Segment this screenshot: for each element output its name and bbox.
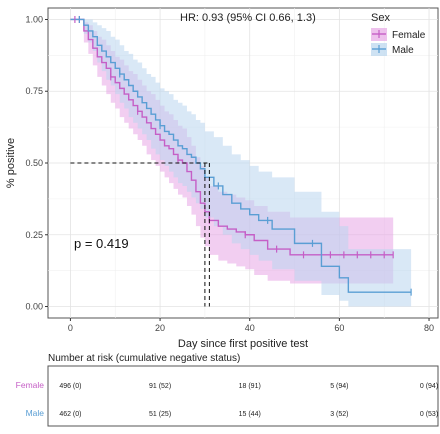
legend: Sex Female Male bbox=[371, 12, 426, 56]
risk-table-cell: 18 (91) bbox=[239, 383, 261, 390]
y-tick-label: 0.75 bbox=[25, 86, 43, 96]
y-tick-label: 0.50 bbox=[25, 158, 43, 168]
risk-table-title: Number at risk (cumulative negative stat… bbox=[48, 353, 240, 364]
risk-table-rows: Female 496 (0) 91 (52) 18 (91) 5 (94) 0 (94) M… bbox=[16, 380, 439, 418]
y-tick-label: 0.00 bbox=[25, 302, 43, 312]
x-axis-title: Day since first positive test bbox=[178, 338, 308, 350]
survival-curve-female bbox=[70, 18, 394, 256]
survival-curve-male bbox=[70, 18, 412, 293]
x-axis-ticks: 0 20 40 60 80 bbox=[68, 318, 434, 333]
legend-label-male: Male bbox=[392, 45, 414, 56]
x-tick-label: 20 bbox=[155, 323, 165, 333]
hazard-ratio-annotation: HR: 0.93 (95% CI 0.66, 1.3) bbox=[180, 12, 316, 24]
p-value-annotation: p = 0.419 bbox=[74, 236, 129, 251]
legend-title: Sex bbox=[371, 12, 390, 24]
legend-item-male: Male bbox=[371, 43, 414, 56]
y-tick-label: 1.00 bbox=[25, 14, 43, 24]
x-tick-label: 80 bbox=[424, 323, 434, 333]
legend-item-female: Female bbox=[371, 28, 426, 41]
risk-table-row-label-female: Female bbox=[16, 380, 45, 390]
risk-table-cell: 0 (94) bbox=[420, 383, 438, 390]
risk-table-cell: 91 (52) bbox=[149, 383, 171, 390]
median-reference-lines bbox=[70, 162, 210, 307]
risk-table-cell: 5 (94) bbox=[330, 383, 348, 390]
y-tick-label: 0.25 bbox=[25, 230, 43, 240]
risk-table-cell: 3 (52) bbox=[330, 411, 348, 418]
risk-table-cell: 0 (53) bbox=[420, 411, 438, 418]
risk-table-cell: 15 (44) bbox=[239, 411, 261, 418]
x-tick-label: 60 bbox=[334, 323, 344, 333]
legend-label-female: Female bbox=[392, 30, 426, 41]
risk-table-cell: 51 (25) bbox=[149, 411, 171, 418]
risk-table-row-label-male: Male bbox=[26, 408, 45, 418]
x-tick-label: 40 bbox=[245, 323, 255, 333]
y-axis-title: % positive bbox=[5, 138, 17, 188]
confidence-bands bbox=[70, 19, 412, 307]
risk-table-panel bbox=[47, 365, 439, 427]
confidence-band-male bbox=[70, 19, 412, 307]
x-tick-label: 0 bbox=[68, 323, 73, 333]
risk-table-cell: 462 (0) bbox=[59, 411, 81, 418]
survival-curves bbox=[70, 18, 412, 293]
y-axis-ticks: 0.00 0.25 0.50 0.75 1.00 bbox=[25, 14, 48, 312]
risk-table-cell: 496 (0) bbox=[59, 383, 81, 390]
censor-marks bbox=[74, 15, 412, 296]
